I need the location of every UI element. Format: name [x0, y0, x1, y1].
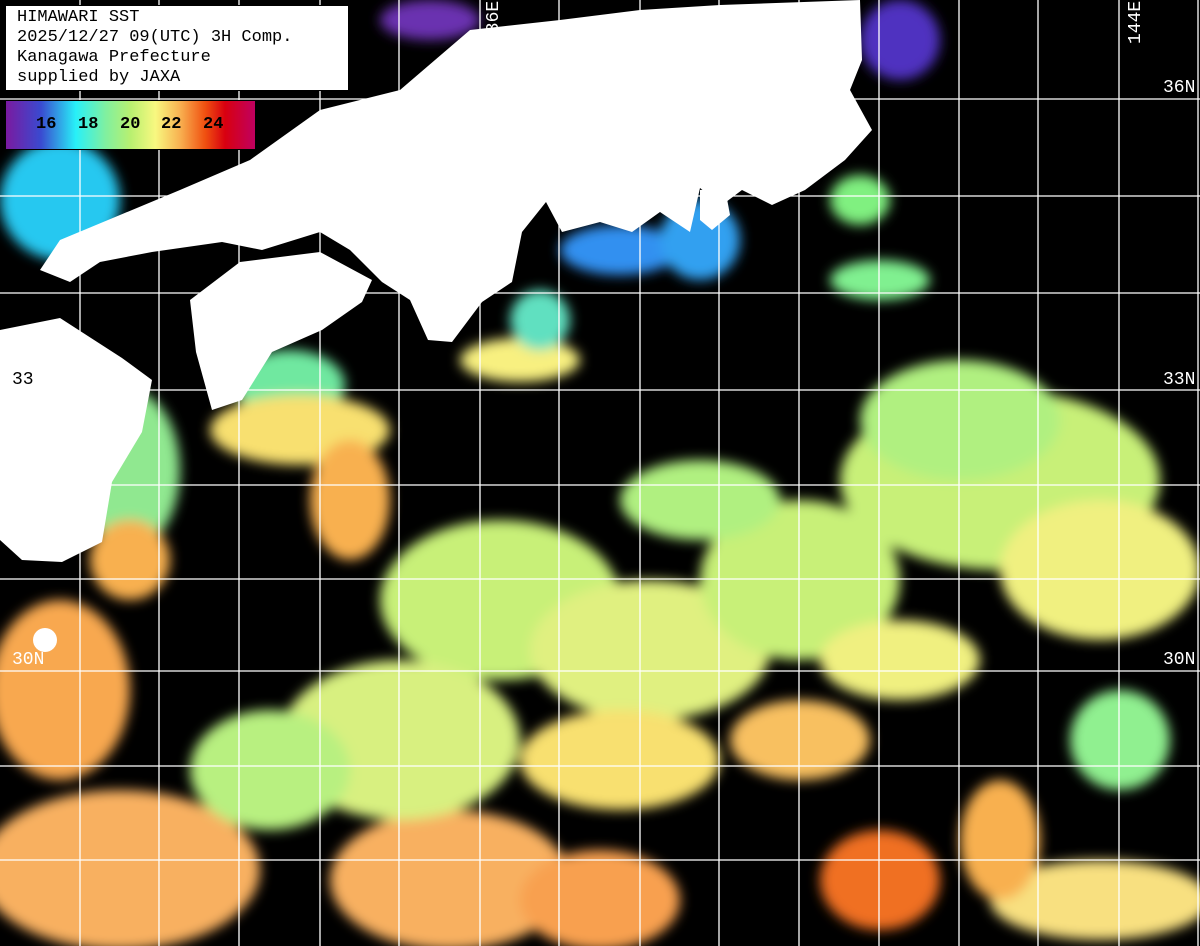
sst-patch: [90, 520, 170, 600]
title-line-credit: supplied by JAXA: [17, 68, 181, 87]
color-legend: 16 18 20 22 24: [5, 100, 256, 150]
sst-patch: [830, 175, 890, 225]
honshu-land: [40, 0, 872, 342]
lat-label-30n-left: 30N: [12, 650, 45, 670]
sst-patch: [190, 710, 350, 830]
title-box: HIMAWARI SST 2025/12/27 09(UTC) 3H Comp.…: [5, 5, 349, 91]
lat-label-33n: 33N: [1163, 370, 1196, 390]
sst-patch: [0, 600, 130, 780]
sst-patch: [820, 830, 940, 930]
legend-label-22: 22: [161, 115, 182, 134]
shikoku-land: [190, 252, 372, 410]
lon-label-144e: 144E: [1126, 0, 1146, 44]
title-line-organization: Kanagawa Prefecture: [17, 48, 211, 67]
sst-patch: [820, 620, 980, 700]
boso-land: [700, 188, 730, 230]
sst-patch: [830, 260, 930, 300]
sst-patch: [310, 440, 390, 560]
legend-label-20: 20: [120, 115, 141, 134]
sst-patch: [510, 290, 570, 350]
sst-patch: [560, 225, 680, 275]
sst-patch: [520, 710, 720, 810]
title-line-product: HIMAWARI SST: [17, 8, 140, 27]
lat-label-33-left: 33: [12, 370, 34, 390]
lat-label-30n: 30N: [1163, 650, 1196, 670]
legend-label-16: 16: [36, 115, 57, 134]
sst-patch: [460, 338, 580, 382]
sst-patch: [960, 780, 1040, 900]
lon-label-136e: 136E: [484, 0, 504, 44]
sst-patch: [1000, 500, 1200, 640]
land: [0, 0, 872, 652]
legend-label-24: 24: [203, 115, 224, 134]
sst-patch: [730, 700, 870, 780]
sst-patch: [620, 460, 780, 540]
island-land: [33, 628, 57, 652]
sst-patch: [1070, 690, 1170, 790]
sst-patch: [520, 850, 680, 946]
kyushu-land: [0, 318, 152, 562]
sst-patch: [330, 810, 570, 946]
sst-patch: [0, 790, 260, 946]
sst-patch: [860, 0, 940, 80]
sst-patch: [860, 360, 1060, 480]
sst-patch: [700, 500, 900, 660]
sst-patch: [530, 580, 770, 720]
sst-patch: [380, 0, 480, 40]
sst-patch: [990, 860, 1200, 940]
lat-label-36n: 36N: [1163, 78, 1196, 98]
title-line-datetime: 2025/12/27 09(UTC) 3H Comp.: [17, 28, 293, 47]
legend-label-18: 18: [78, 115, 99, 134]
